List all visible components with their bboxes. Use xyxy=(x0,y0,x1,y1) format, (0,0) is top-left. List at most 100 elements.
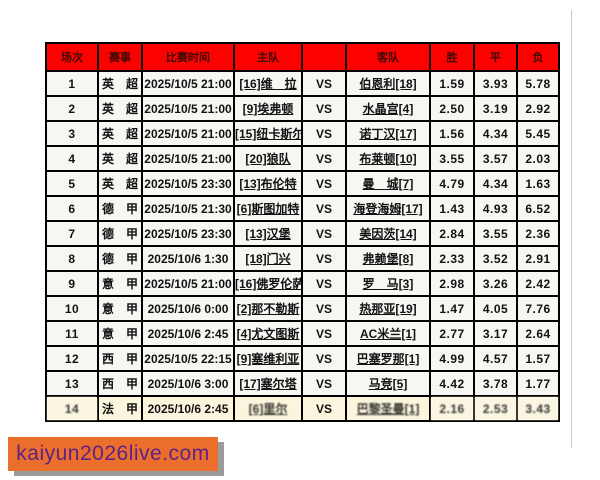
match-no-cell: 1 xyxy=(45,70,99,97)
draw-odds-cell: 2.53 xyxy=(473,395,518,422)
home-team-link[interactable]: [9]埃弗顿 xyxy=(242,102,294,116)
home-team-link[interactable]: [20]狼队 xyxy=(245,152,291,166)
home-team-link[interactable]: [16]维 拉 xyxy=(239,77,297,91)
away-team-link[interactable]: 布莱顿[10] xyxy=(345,145,431,172)
away-team-link[interactable]: 罗 马[3] xyxy=(362,277,414,291)
home-team-link[interactable]: [16]佛罗伦萨 xyxy=(233,270,303,297)
col-header-lose: 负 xyxy=(516,42,560,72)
away-team-link[interactable]: 海登海姆[17] xyxy=(353,202,423,216)
home-team-link[interactable]: [13]汉堡 xyxy=(245,227,291,241)
away-team-link[interactable]: 热那亚[19] xyxy=(359,302,417,316)
match-no-cell: 10 xyxy=(45,295,99,322)
lose-odds-cell: 2.03 xyxy=(516,145,560,172)
away-team-link[interactable]: 布莱顿[10] xyxy=(359,152,417,166)
home-team-link[interactable]: [20]狼队 xyxy=(233,145,303,172)
match-no-cell: 4 xyxy=(45,145,99,172)
vs-cell: VS xyxy=(301,170,347,197)
home-team-link[interactable]: [4]尤文图斯 xyxy=(236,327,300,341)
away-team-link[interactable]: 巴塞罗那[1] xyxy=(356,352,420,366)
home-team-link[interactable]: [4]尤文图斯 xyxy=(233,320,303,347)
away-team-link[interactable]: 马竞[5] xyxy=(368,377,408,391)
league-cell: 意 甲 xyxy=(97,270,143,297)
home-team-link[interactable]: [17]塞尔塔 xyxy=(233,370,303,397)
match-time-cell: 2025/10/5 21:00 xyxy=(141,145,235,172)
away-team-link[interactable]: 巴黎圣曼[1] xyxy=(345,395,431,422)
home-team-link[interactable]: [6]里尔 xyxy=(248,402,288,416)
draw-odds-cell: 3.52 xyxy=(473,245,518,272)
win-odds-cell: 3.55 xyxy=(429,145,475,172)
col-header-vs-spacer xyxy=(301,42,347,72)
home-team-link[interactable]: [6]斯图加特 xyxy=(233,195,303,222)
home-team-link[interactable]: [16]佛罗伦萨 xyxy=(235,277,302,291)
away-team-link[interactable]: 马竞[5] xyxy=(345,370,431,397)
win-odds-cell: 2.16 xyxy=(429,395,475,422)
col-header-home-team: 主队 xyxy=(233,42,303,72)
away-team-link[interactable]: 美因茨[14] xyxy=(345,220,431,247)
vs-cell: VS xyxy=(301,120,347,147)
match-no-cell: 7 xyxy=(45,220,99,247)
win-odds-cell: 2.84 xyxy=(429,220,475,247)
league-cell: 德 甲 xyxy=(97,220,143,247)
home-team-link[interactable]: [17]塞尔塔 xyxy=(239,377,297,391)
match-time-cell: 2025/10/5 21:00 xyxy=(141,95,235,122)
away-team-link[interactable]: 罗 马[3] xyxy=(345,270,431,297)
home-team-link[interactable]: [2]那不勒斯 xyxy=(236,302,300,316)
away-team-link[interactable]: 美因茨[14] xyxy=(359,227,417,241)
home-team-link[interactable]: [6]里尔 xyxy=(233,395,303,422)
home-team-link[interactable]: [13]布伦特 xyxy=(239,177,297,191)
league-cell: 西 甲 xyxy=(97,345,143,372)
home-team-link[interactable]: [13]布伦特 xyxy=(233,170,303,197)
col-header-time: 比赛时间 xyxy=(141,42,235,72)
match-time-cell: 2025/10/5 21:00 xyxy=(141,70,235,97)
away-team-link[interactable]: 曼 城[7] xyxy=(362,177,414,191)
away-team-link[interactable]: 诺丁汉[17] xyxy=(345,120,431,147)
league-cell: 德 甲 xyxy=(97,195,143,222)
win-odds-cell: 1.59 xyxy=(429,70,475,97)
home-team-link[interactable]: [18]门兴 xyxy=(245,252,291,266)
home-team-link[interactable]: [18]门兴 xyxy=(233,245,303,272)
away-team-link[interactable]: AC米兰[1] xyxy=(345,320,431,347)
match-no-cell: 14 xyxy=(45,395,99,422)
home-team-link[interactable]: [9]塞维利亚 xyxy=(233,345,303,372)
home-team-link[interactable]: [16]维 拉 xyxy=(233,70,303,97)
away-team-link[interactable]: 巴塞罗那[1] xyxy=(345,345,431,372)
match-no-cell: 8 xyxy=(45,245,99,272)
match-time-cell: 2025/10/5 22:15 xyxy=(141,345,235,372)
away-team-link[interactable]: 弗赖堡[8] xyxy=(345,245,431,272)
home-team-link[interactable]: [6]斯图加特 xyxy=(236,202,300,216)
lose-odds-cell: 2.64 xyxy=(516,320,560,347)
league-cell: 英 超 xyxy=(97,170,143,197)
home-team-link[interactable]: [15]纽卡斯尔 xyxy=(233,120,303,147)
home-team-link[interactable]: [2]那不勒斯 xyxy=(233,295,303,322)
home-team-link[interactable]: [13]汉堡 xyxy=(233,220,303,247)
away-team-link[interactable]: 热那亚[19] xyxy=(345,295,431,322)
lose-odds-cell: 2.42 xyxy=(516,270,560,297)
away-team-link[interactable]: 海登海姆[17] xyxy=(345,195,431,222)
win-odds-cell: 1.43 xyxy=(429,195,475,222)
home-team-link[interactable]: [9]埃弗顿 xyxy=(233,95,303,122)
home-team-link[interactable]: [15]纽卡斯尔 xyxy=(235,127,302,141)
col-header-match-no: 场次 xyxy=(45,42,99,72)
away-team-link[interactable]: 水晶宫[4] xyxy=(345,95,431,122)
away-team-link[interactable]: 巴黎圣曼[1] xyxy=(356,402,420,416)
away-team-link[interactable]: 伯恩利[18] xyxy=(359,77,417,91)
match-time-cell: 2025/10/5 21:30 xyxy=(141,195,235,222)
away-team-link[interactable]: 曼 城[7] xyxy=(345,170,431,197)
home-team-link[interactable]: [9]塞维利亚 xyxy=(236,352,300,366)
table-header-row: 场次 赛事 比赛时间 主队 客队 胜 平 负 xyxy=(45,42,560,72)
away-team-link[interactable]: 弗赖堡[8] xyxy=(362,252,414,266)
away-team-link[interactable]: 水晶宫[4] xyxy=(362,102,414,116)
away-team-link[interactable]: 诺丁汉[17] xyxy=(359,127,417,141)
win-odds-cell: 1.56 xyxy=(429,120,475,147)
away-team-link[interactable]: 伯恩利[18] xyxy=(345,70,431,97)
match-row: 11 意 甲 2025/10/6 2:45 [4]尤文图斯 VS AC米兰[1] 2.77 3… xyxy=(45,320,560,347)
match-no-cell: 13 xyxy=(45,370,99,397)
away-team-link[interactable]: AC米兰[1] xyxy=(360,327,416,341)
match-row: 12 西 甲 2025/10/5 22:15 [9]塞维利亚 VS 巴塞罗那[1] 4.99… xyxy=(45,345,560,372)
